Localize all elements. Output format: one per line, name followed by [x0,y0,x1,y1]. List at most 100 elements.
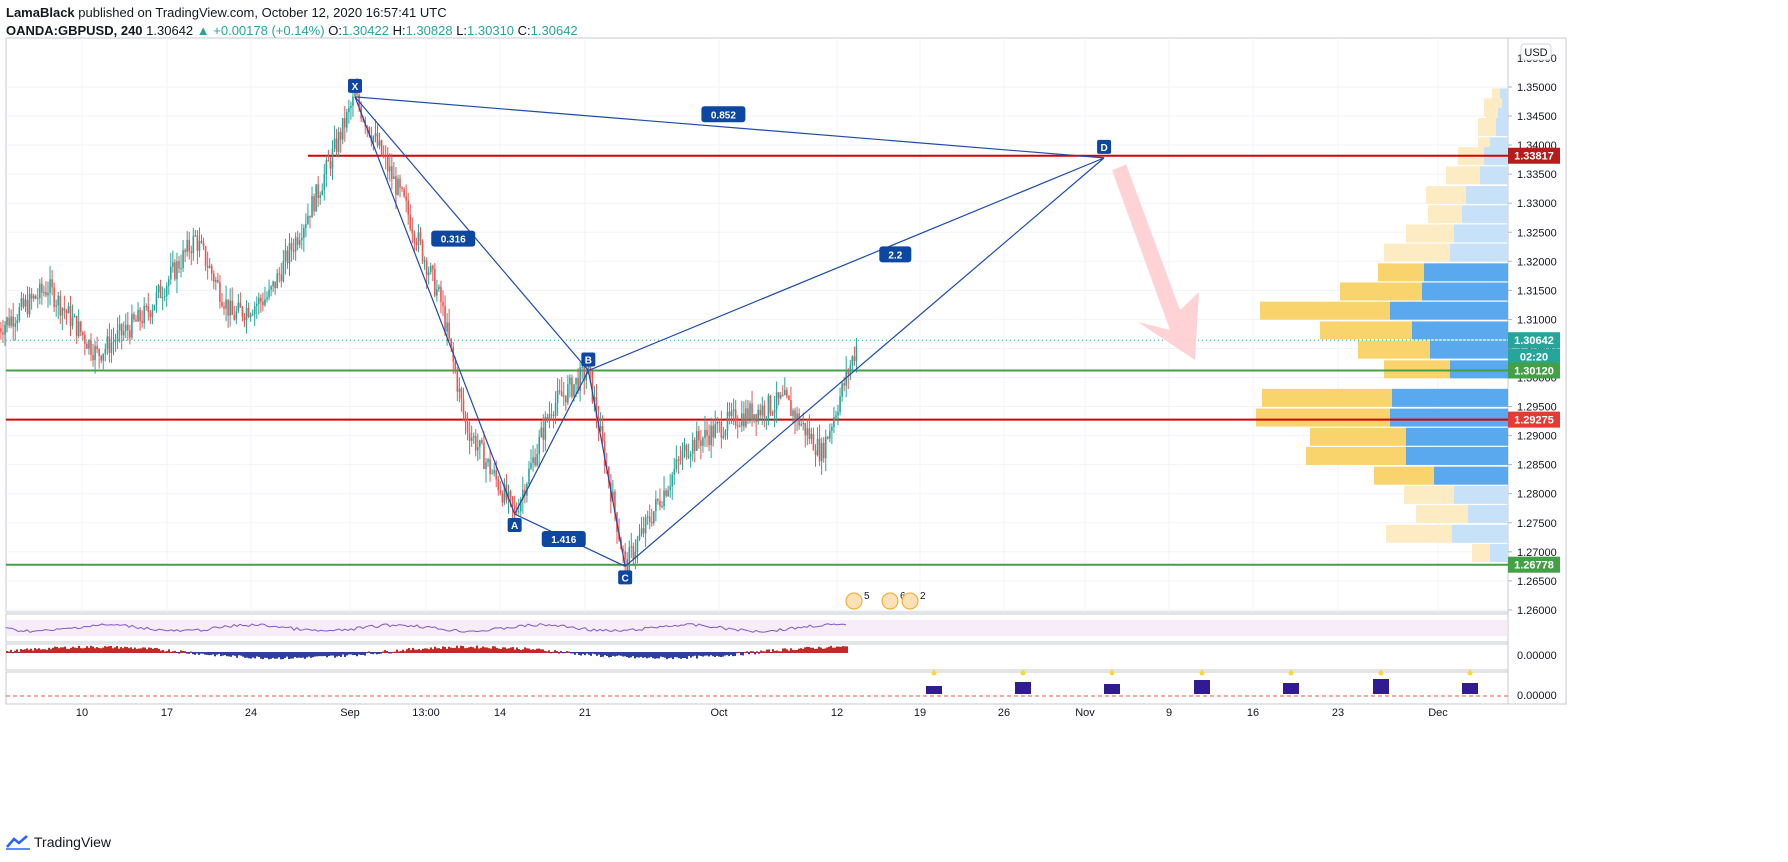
candle-body [528,468,530,485]
footer-brand[interactable]: TradingView [34,834,112,850]
y-tick-label: 1.34500 [1517,111,1557,123]
price-badge [1508,348,1560,365]
candle-body [792,410,794,416]
histogram-bar [174,650,176,653]
histogram-bar [694,652,696,656]
histogram-bar [832,647,834,653]
histogram-bar [446,648,448,653]
histogram-bar [680,652,682,659]
candle-body [372,136,375,142]
pattern-leg [588,157,1105,372]
histogram-bar [410,650,412,653]
candle-body [30,293,33,299]
candle-body [810,433,813,439]
histogram-bar [238,652,240,656]
candle-body [444,306,446,332]
candle-body [325,160,328,175]
histogram-bar [818,646,820,653]
candle-body [448,322,450,339]
histogram-bar [688,652,690,657]
candle-body [732,409,735,411]
histogram-bar [100,648,102,653]
candle-body [401,187,403,190]
histogram-bar [102,647,104,653]
candle-body [296,237,299,245]
candle-body [143,305,145,324]
candle-body [200,240,203,243]
histogram-bar [706,652,708,656]
candle-body [794,410,796,421]
histogram-bar [64,646,66,653]
candle-body [131,314,133,338]
histogram-bar [662,652,664,658]
symbol-label[interactable]: OANDA:GBPUSD, 240 [6,23,143,38]
candle-body [720,422,723,438]
histogram-bar [234,652,236,656]
histogram-bar [38,648,40,653]
author-name[interactable]: LamaBlack [6,5,75,20]
candle-body [468,432,471,441]
ohlc-close: 1.30642 [530,23,578,38]
candle-body [464,413,467,423]
candle-body [671,474,674,487]
candle-body [88,340,90,349]
candle-body [73,315,76,318]
histogram-bar [528,648,530,653]
histogram-bar [632,652,634,657]
candle-body [413,233,416,243]
histogram-bar [596,652,598,656]
candle-body [479,440,481,448]
candle-body [784,389,786,396]
histogram-bar [782,648,784,653]
candle-body [466,422,469,433]
candle-body [544,416,547,440]
candle-body [63,308,66,311]
candle-body [57,295,60,306]
candle-body [243,316,246,321]
histogram-bar [496,648,498,653]
histogram-bar [554,650,556,653]
candle-body [258,297,260,304]
histogram-bar [812,647,814,653]
candle-body [69,306,72,327]
histogram-bar [346,652,348,656]
histogram-bar [176,652,178,654]
candle-body [247,307,250,318]
histogram-bar [742,652,744,656]
candle-body [738,425,741,427]
ratio-label: 1.416 [551,535,576,546]
candle-body [497,479,500,491]
histogram-bar [428,649,430,653]
candle-body [552,414,555,416]
candle-body [669,486,671,491]
histogram-bar [660,652,662,657]
histogram-bar [162,649,164,653]
candle-body [421,240,424,262]
y-tick-label: 1.29000 [1517,431,1557,443]
histogram-bar [712,652,714,657]
x-tick-label: 21 [579,707,591,719]
candle-body [630,546,633,548]
ratio-label-box [879,246,912,263]
candle-body [751,403,753,421]
histogram-bar [158,648,160,653]
histogram-bar [532,649,534,653]
candle-body [698,431,700,441]
histogram-bar [8,651,10,653]
candle-body [241,307,244,317]
histogram-bar [70,647,72,653]
histogram-bar [212,652,214,655]
histogram-bar [286,652,288,657]
candle-body [339,132,342,140]
histogram-bar [686,652,688,659]
histogram-bar [658,652,660,659]
candle-body [206,265,209,268]
ratio-label-box [541,531,586,548]
candle-body [335,138,338,152]
histogram-bar [228,652,230,657]
candle-body [298,240,301,245]
histogram-bar [54,646,56,653]
histogram-bar [556,651,558,653]
histogram-bar [296,652,298,658]
